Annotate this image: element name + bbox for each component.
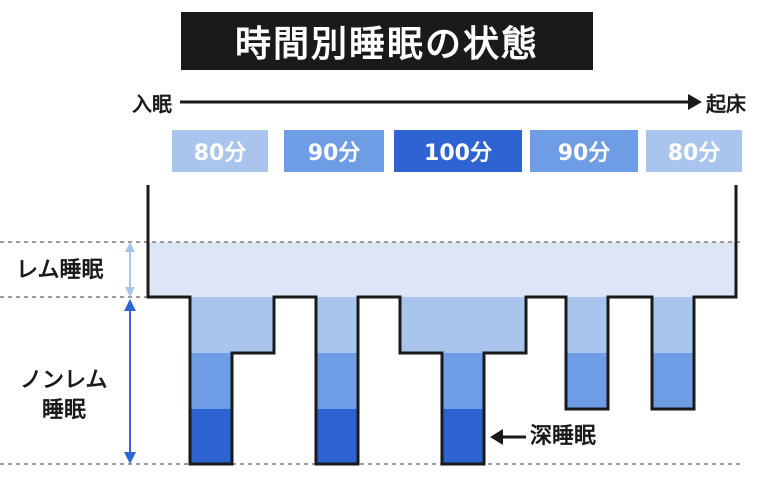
deep-sleep-label: 深睡眠 <box>530 424 597 449</box>
rem-range-arrow <box>125 242 135 297</box>
nonrem-sleep-label-line2: 睡眠 <box>42 398 87 423</box>
page-title: 時間別睡眠の状態 <box>181 12 593 70</box>
rem-sleep-label: レム睡眠 <box>16 258 104 283</box>
cycle-4-column <box>566 297 608 409</box>
cycle-1-box: 80分 <box>172 130 268 172</box>
cycle-2-box: 90分 <box>284 130 384 172</box>
cycle-1-column <box>190 297 274 464</box>
cycle-2-column <box>316 297 358 464</box>
rem-band <box>148 242 736 297</box>
wake-up-label: 起床 <box>706 92 746 116</box>
timeline-arrow <box>180 94 702 110</box>
cycle-5-box: 80分 <box>646 130 742 172</box>
sleep-stage-outline <box>146 185 738 466</box>
cycle-5-column <box>652 297 694 409</box>
cycle-3-column <box>400 297 526 464</box>
cycle-4-box: 90分 <box>530 130 638 172</box>
nonrem-range-arrow <box>124 299 136 464</box>
sleep-onset-label: 入眠 <box>132 92 172 116</box>
nonrem-sleep-label-line1: ノンレム <box>20 368 108 393</box>
level-lines <box>0 241 740 465</box>
deep-sleep-arrow <box>490 429 526 445</box>
cycle-3-box: 100分 <box>394 130 522 172</box>
